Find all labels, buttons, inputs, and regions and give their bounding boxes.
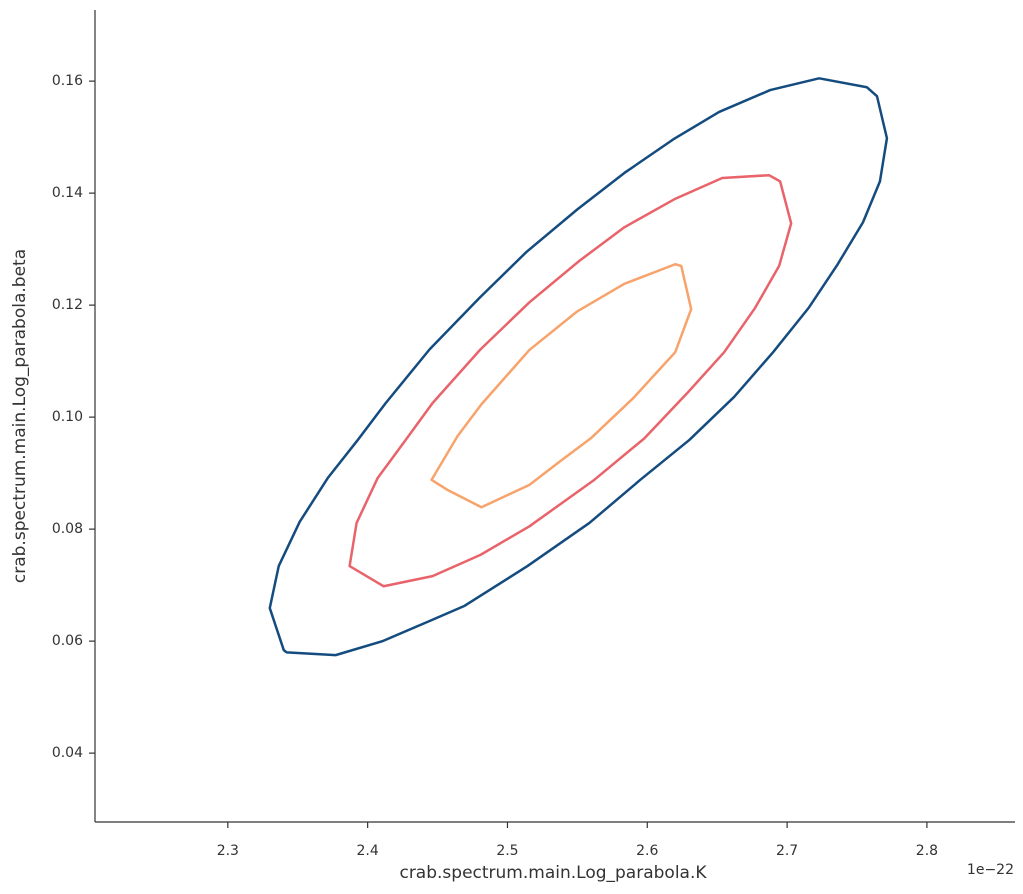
x-axis-label: crab.spectrum.main.Log_parabola.K bbox=[399, 863, 707, 883]
x-tick-label: 2.3 bbox=[217, 843, 239, 859]
y-tick-label: 0.06 bbox=[52, 633, 83, 649]
x-tick-label: 2.4 bbox=[357, 843, 379, 859]
y-tick-label: 0.16 bbox=[52, 73, 83, 89]
contour-line bbox=[268, 77, 889, 657]
y-tick-label: 0.08 bbox=[52, 521, 83, 537]
y-tick-label: 0.10 bbox=[52, 409, 83, 425]
y-tick-label: 0.12 bbox=[52, 297, 83, 313]
x-tick-label: 2.6 bbox=[636, 843, 658, 859]
x-tick-label: 2.5 bbox=[496, 843, 518, 859]
contour-line bbox=[348, 173, 793, 588]
y-axis-label: crab.spectrum.main.Log_parabola.beta bbox=[10, 249, 30, 583]
y-tick-label: 0.14 bbox=[52, 185, 83, 201]
x-tick-label: 2.8 bbox=[916, 843, 938, 859]
y-tick-label: 0.04 bbox=[52, 745, 83, 761]
x-tick-label: 2.7 bbox=[776, 843, 798, 859]
contour-line bbox=[430, 262, 693, 509]
x-offset-text: 1e−22 bbox=[967, 862, 1014, 878]
